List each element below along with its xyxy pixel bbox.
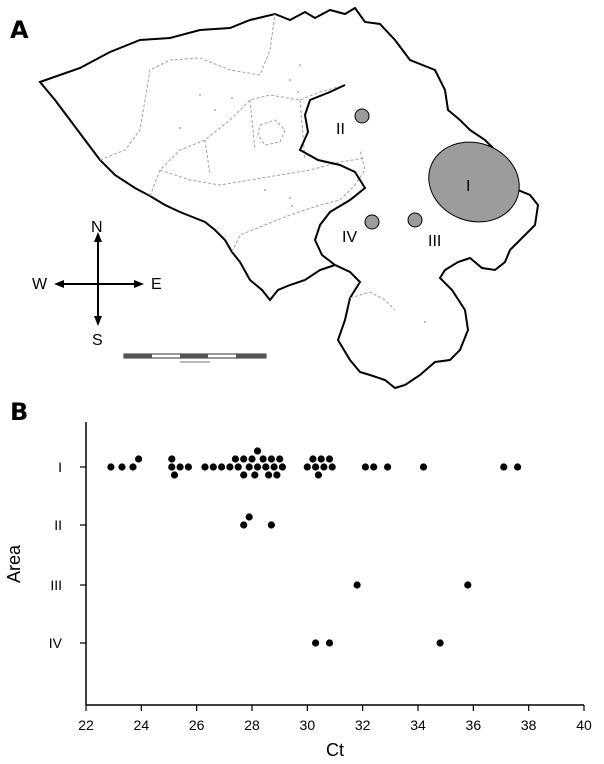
area-ii-label: II (336, 121, 345, 138)
data-point (268, 455, 275, 462)
data-point (246, 463, 253, 470)
data-point (246, 513, 253, 520)
data-point (279, 463, 286, 470)
compass-west: W (32, 276, 48, 293)
area-iii-marker (408, 213, 422, 227)
area-ii-marker (355, 109, 369, 123)
data-point (437, 639, 444, 646)
data-point (326, 639, 333, 646)
data-point (329, 463, 336, 470)
data-point (210, 463, 217, 470)
y-tick-label: IV (49, 635, 63, 651)
data-point (318, 455, 325, 462)
data-point (262, 463, 269, 470)
scale-bar (124, 354, 266, 362)
data-point (218, 463, 225, 470)
arrow-south-icon (94, 316, 102, 326)
data-point (500, 463, 507, 470)
x-tick-label: 28 (244, 717, 260, 733)
compass-south: S (92, 332, 103, 349)
data-point (201, 463, 208, 470)
data-point (118, 463, 125, 470)
data-point (273, 471, 280, 478)
panel-a-letter: A (10, 16, 29, 44)
data-point (312, 463, 319, 470)
data-point (464, 581, 471, 588)
x-axis-ticks: 22 24 26 28 30 32 34 36 38 40 (78, 705, 592, 733)
y-axis-title: Area (4, 544, 24, 583)
data-points (107, 447, 521, 646)
data-point (370, 463, 377, 470)
y-tick-label: II (54, 517, 62, 533)
area-iv-label: IV (342, 229, 357, 246)
compass-east: E (151, 276, 162, 293)
data-point (271, 463, 278, 470)
data-point (240, 455, 247, 462)
panel-b-letter: B (10, 398, 28, 426)
y-tick-label: I (58, 459, 62, 475)
data-point (232, 455, 239, 462)
data-point (326, 455, 333, 462)
arrow-east-icon (134, 280, 144, 288)
data-point (254, 447, 261, 454)
x-tick-label: 38 (521, 717, 537, 733)
compass-rose: N S W E (32, 219, 162, 349)
x-tick-label: 40 (576, 717, 592, 733)
x-tick-label: 26 (189, 717, 205, 733)
data-point (420, 463, 427, 470)
data-point (260, 455, 267, 462)
data-point (168, 455, 175, 462)
data-point (240, 471, 247, 478)
data-point (129, 463, 136, 470)
data-point (268, 521, 275, 528)
x-axis-title: Ct (326, 740, 344, 760)
data-point (135, 455, 142, 462)
data-point (320, 463, 327, 470)
data-point (185, 463, 192, 470)
data-point (235, 463, 242, 470)
data-point (309, 455, 316, 462)
data-point (384, 463, 391, 470)
area-iii-label: III (428, 233, 441, 250)
data-point (248, 455, 255, 462)
data-point (514, 463, 521, 470)
y-tick-label: III (50, 577, 62, 593)
arrow-west-icon (54, 280, 64, 288)
data-point (254, 463, 261, 470)
data-point (312, 639, 319, 646)
data-point (265, 471, 272, 478)
data-point (354, 581, 361, 588)
map-panel: A I II III IV N S W E (0, 0, 604, 392)
data-point (304, 463, 311, 470)
x-tick-label: 22 (78, 717, 94, 733)
data-point (240, 521, 247, 528)
data-point (177, 463, 184, 470)
data-point (107, 463, 114, 470)
data-point (251, 471, 258, 478)
compass-north: N (91, 219, 103, 236)
data-point (168, 463, 175, 470)
data-point (226, 463, 233, 470)
data-point (171, 471, 178, 478)
area-i-label: I (466, 178, 470, 195)
x-tick-label: 32 (355, 717, 371, 733)
x-tick-label: 34 (410, 717, 426, 733)
x-tick-label: 24 (134, 717, 150, 733)
data-point (276, 455, 283, 462)
data-point (362, 463, 369, 470)
data-point (315, 471, 322, 478)
x-tick-label: 30 (300, 717, 316, 733)
area-iv-marker (365, 215, 379, 229)
x-tick-label: 36 (466, 717, 482, 733)
